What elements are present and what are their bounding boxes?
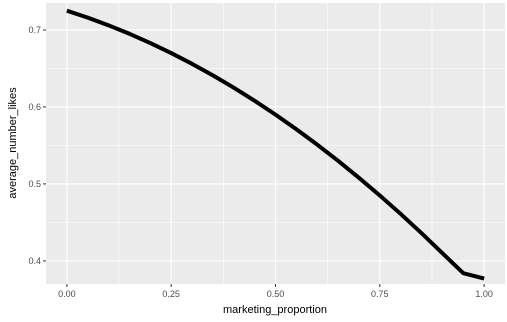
y-tick-label: 0.7	[28, 25, 41, 35]
x-tick-label: 0.00	[58, 289, 76, 299]
x-tick-label: 0.75	[371, 289, 389, 299]
x-axis: 0.00 0.25 0.50 0.75 1.00	[58, 284, 493, 299]
x-axis-title: marketing_proportion	[223, 304, 327, 316]
x-tick-label: 1.00	[475, 289, 493, 299]
y-tick-label: 0.6	[28, 102, 41, 112]
series-line	[66, 8, 485, 281]
x-tick-label: 0.25	[162, 289, 180, 299]
y-axis-title: average_number_likes	[7, 87, 19, 199]
x-tick-label: 0.50	[267, 289, 285, 299]
y-tick-label: 0.5	[28, 179, 41, 189]
y-tick-label: 0.4	[28, 256, 41, 266]
y-axis: 0.4 0.5 0.6 0.7	[28, 25, 46, 266]
